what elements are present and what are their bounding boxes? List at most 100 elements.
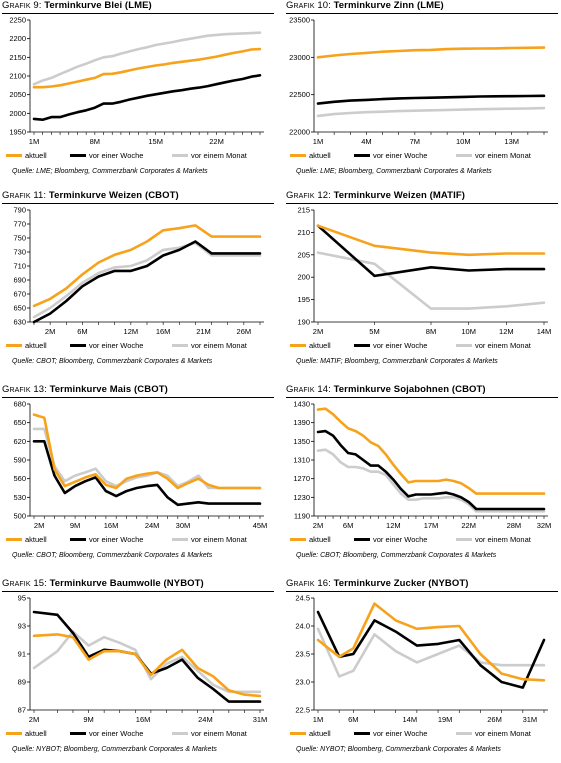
legend-label: aktuell <box>309 341 331 350</box>
chart-number: Grafik 10: <box>286 0 331 11</box>
title-divider <box>2 13 274 14</box>
legend-swatch <box>290 538 306 541</box>
legend-swatch <box>172 154 188 157</box>
y-tick-label: 195 <box>297 295 310 304</box>
y-tick-label: 1270 <box>293 474 310 483</box>
x-tick-label: 7M <box>410 137 420 146</box>
legend-item-woche: vor einer Woche <box>70 535 143 544</box>
x-tick-label: 1M <box>313 137 323 146</box>
series-line-monat <box>32 241 262 319</box>
legend-item-aktuell: aktuell <box>290 151 331 160</box>
x-tick-label: 5M <box>369 327 379 336</box>
legend-label: vor einem Monat <box>191 341 247 350</box>
series-line-aktuell <box>32 47 262 89</box>
y-tick-label: 790 <box>13 206 26 215</box>
series-line-woche <box>316 610 546 689</box>
y-tick-label: 95 <box>18 594 26 603</box>
chart-title: Grafik 13: Terminkurve Mais (CBOT) <box>2 384 168 395</box>
legend-label: vor einem Monat <box>191 729 247 738</box>
y-tick-label: 2000 <box>9 109 26 118</box>
y-tick-label: 1310 <box>293 456 310 465</box>
x-tick-label: 17M <box>424 521 439 530</box>
x-tick-label: 24M <box>198 715 213 724</box>
legend-item-aktuell: aktuell <box>6 535 47 544</box>
line-chart: 1190 1230 1270 1310 1350 1390 1430 2M 6M 12M 17M 22… <box>293 400 552 531</box>
legend-item-aktuell: aktuell <box>6 729 47 738</box>
legend-swatch <box>456 154 472 157</box>
y-tick-label: 2250 <box>9 16 26 25</box>
x-tick-label: 13M <box>504 137 519 146</box>
legend-item-aktuell: aktuell <box>290 729 331 738</box>
legend-swatch <box>354 732 370 735</box>
y-tick-label: 730 <box>13 248 26 257</box>
x-tick-label: 32M <box>537 521 552 530</box>
y-tick-label: 750 <box>13 234 26 243</box>
chart-number: Grafik 12: <box>286 190 331 201</box>
chart-number: Grafik 14: <box>286 384 331 395</box>
legend-swatch <box>6 732 22 735</box>
y-tick-label: 200 <box>297 273 310 282</box>
legend-label: vor einem Monat <box>475 151 531 160</box>
line-chart: 87 89 91 93 95 2M 9M 16M 24M 31M <box>18 594 268 725</box>
y-tick-label: 670 <box>13 290 26 299</box>
series-line-woche <box>32 240 262 324</box>
chart-source: Quelle: NYBOT; Bloomberg, Commerzbank Co… <box>296 746 501 753</box>
chart-number: Grafik 9: <box>2 0 42 11</box>
series-line-aktuell <box>316 407 546 495</box>
x-tick-label: 14M <box>537 327 552 336</box>
x-tick-label: 2M <box>313 521 323 530</box>
chart-panel: Grafik 12: Terminkurve Weizen (MATIF) 190… <box>286 190 558 375</box>
line-chart: 1950 2000 2050 2100 2150 2200 2250 1M 8M 15M 22M <box>9 16 264 146</box>
legend-swatch <box>354 154 370 157</box>
y-tick-label: 560 <box>13 474 26 483</box>
x-tick-label: 30M <box>176 521 191 530</box>
x-tick-label: 8M <box>426 327 436 336</box>
legend-swatch <box>456 344 472 347</box>
chart-title: Grafik 16: Terminkurve Zucker (NYBOT) <box>286 578 469 589</box>
x-tick-label: 6M <box>348 715 358 724</box>
y-tick-label: 1230 <box>293 493 310 502</box>
legend-label: vor einem Monat <box>475 341 531 350</box>
series-line-aktuell <box>316 224 546 257</box>
chart-title-text: Terminkurve Weizen (CBOT) <box>46 190 179 201</box>
legend-swatch <box>70 538 86 541</box>
y-tick-label: 650 <box>13 418 26 427</box>
x-tick-label: 26M <box>487 715 502 724</box>
chart-number: Grafik 15: <box>2 578 47 589</box>
y-tick-label: 24.5 <box>295 594 310 603</box>
legend-swatch <box>354 538 370 541</box>
chart-title: Grafik 14: Terminkurve Sojabohnen (CBOT) <box>286 384 486 395</box>
x-tick-label: 8M <box>90 137 100 146</box>
y-tick-label: 1390 <box>293 418 310 427</box>
legend-item-monat: vor einem Monat <box>456 535 531 544</box>
legend-item-woche: vor einer Woche <box>70 341 143 350</box>
x-tick-label: 2M <box>29 715 39 724</box>
line-chart: 190 195 200 205 210 215 2M 5M 8M 10M 12M 14M <box>297 206 552 337</box>
legend-label: vor einem Monat <box>475 535 531 544</box>
series-line-aktuell <box>32 633 262 698</box>
legend-swatch <box>172 344 188 347</box>
legend-item-woche: vor einer Woche <box>70 729 143 738</box>
series-line-aktuell <box>316 46 546 59</box>
legend-swatch <box>456 732 472 735</box>
x-tick-label: 2M <box>34 521 44 530</box>
y-tick-label: 205 <box>297 250 310 259</box>
chart-number: Grafik 13: <box>2 384 47 395</box>
legend-item-aktuell: aktuell <box>6 151 47 160</box>
y-tick-label: 23.0 <box>295 678 310 687</box>
y-tick-label: 2050 <box>9 90 26 99</box>
chart-title-text: Terminkurve Zucker (NYBOT) <box>330 578 469 589</box>
title-divider <box>286 13 558 14</box>
legend-item-monat: vor einem Monat <box>172 729 247 738</box>
y-tick-label: 1950 <box>9 128 26 137</box>
legend-swatch <box>290 154 306 157</box>
y-tick-label: 1190 <box>294 512 310 521</box>
legend-item-woche: vor einer Woche <box>354 535 427 544</box>
chart-panel: Grafik 15: Terminkurve Baumwolle (NYBOT)… <box>2 578 274 763</box>
chart-panel: Grafik 10: Terminkurve Zinn (LME) 22000 22… <box>286 0 558 185</box>
y-tick-label: 24.0 <box>295 622 310 631</box>
x-tick-label: 22M <box>209 137 224 146</box>
chart-source: Quelle: LME; Bloomberg, Commerzbank Corp… <box>296 168 492 175</box>
chart-number: Grafik 16: <box>286 578 331 589</box>
x-tick-label: 1M <box>29 137 39 146</box>
